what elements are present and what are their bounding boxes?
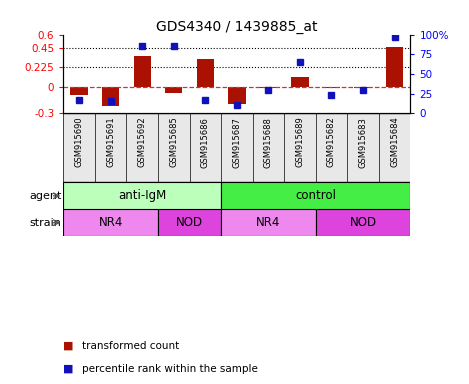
Text: NR4: NR4 bbox=[256, 216, 280, 229]
Bar bbox=[197, 59, 214, 87]
Text: GSM915688: GSM915688 bbox=[264, 117, 273, 167]
Text: anti-IgM: anti-IgM bbox=[118, 189, 166, 202]
Bar bbox=[323, 87, 340, 88]
Bar bbox=[221, 209, 316, 236]
Text: GSM915690: GSM915690 bbox=[75, 117, 83, 167]
Text: GSM915689: GSM915689 bbox=[295, 117, 304, 167]
Bar bbox=[165, 87, 182, 93]
Text: strain: strain bbox=[30, 218, 62, 228]
Bar bbox=[63, 182, 221, 209]
Text: NOD: NOD bbox=[176, 216, 203, 229]
Text: GSM915685: GSM915685 bbox=[169, 117, 178, 167]
Text: ■: ■ bbox=[63, 364, 74, 374]
Text: NR4: NR4 bbox=[98, 216, 123, 229]
Text: percentile rank within the sample: percentile rank within the sample bbox=[82, 364, 258, 374]
Text: GSM915687: GSM915687 bbox=[232, 117, 242, 167]
Bar bbox=[291, 77, 309, 87]
Text: GSM915692: GSM915692 bbox=[138, 117, 147, 167]
Text: control: control bbox=[295, 189, 336, 202]
Bar bbox=[63, 209, 158, 236]
Bar bbox=[228, 87, 246, 104]
Text: GSM915682: GSM915682 bbox=[327, 117, 336, 167]
Bar bbox=[316, 209, 410, 236]
Bar bbox=[134, 56, 151, 87]
Text: ■: ■ bbox=[63, 341, 74, 351]
Bar bbox=[260, 87, 277, 88]
Text: GSM915683: GSM915683 bbox=[358, 117, 368, 167]
Bar bbox=[355, 87, 372, 88]
Text: transformed count: transformed count bbox=[82, 341, 179, 351]
Bar bbox=[221, 182, 410, 209]
Text: GSM915691: GSM915691 bbox=[106, 117, 115, 167]
Bar bbox=[70, 87, 88, 95]
Text: NOD: NOD bbox=[349, 216, 377, 229]
Text: agent: agent bbox=[30, 191, 62, 201]
Text: GSM915686: GSM915686 bbox=[201, 117, 210, 167]
Text: GSM915684: GSM915684 bbox=[390, 117, 399, 167]
Bar bbox=[158, 209, 221, 236]
Bar bbox=[102, 87, 119, 106]
Bar bbox=[386, 47, 403, 87]
Title: GDS4340 / 1439885_at: GDS4340 / 1439885_at bbox=[156, 20, 318, 33]
